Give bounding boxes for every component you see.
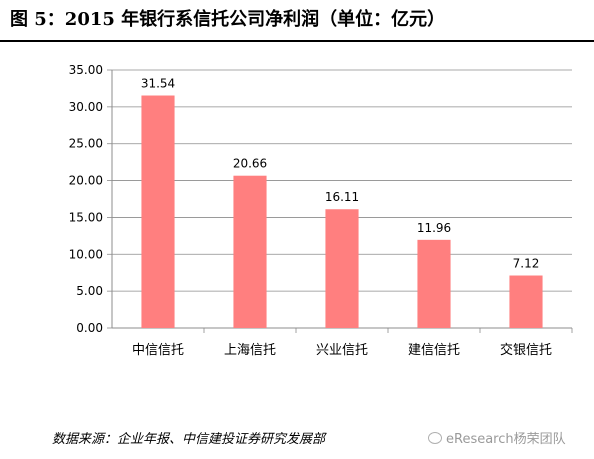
title-divider: [0, 40, 594, 42]
y-tick-label: 25.00: [69, 137, 103, 151]
y-tick-label: 35.00: [69, 63, 103, 77]
data-label: 31.54: [141, 77, 175, 91]
bar-3: [325, 209, 359, 328]
chart-canvas: 0.00 5.00 10.00 15.00 20.00 25.00 30.00 35.00 31…: [69, 63, 573, 358]
y-tick-label: 20.00: [69, 174, 103, 188]
x-tick-label: 建信信托: [408, 343, 460, 358]
data-label: 11.96: [417, 221, 451, 235]
bar-5: [509, 275, 543, 328]
y-tick-label: 30.00: [69, 100, 103, 114]
figure-title: 图 5：2015 年银行系信托公司净利润（单位：亿元）: [10, 9, 446, 30]
data-label: 7.12: [513, 257, 540, 271]
data-label: 20.66: [233, 157, 267, 171]
bar-1: [141, 95, 175, 328]
bar-chart: 0.00 5.00 10.00 15.00 20.00 25.00 30.00 35.00 31…: [0, 50, 594, 380]
x-tick-label: 上海信托: [224, 343, 276, 358]
watermark: eResearch杨荣团队: [428, 428, 566, 447]
y-tick-label: 10.00: [69, 247, 103, 261]
y-tick-label: 0.00: [76, 321, 103, 335]
wechat-icon: [428, 431, 442, 444]
y-tick-label: 15.00: [69, 210, 103, 224]
bar-4: [417, 239, 451, 328]
x-tick-label: 兴业信托: [316, 343, 368, 358]
bar-2: [233, 175, 267, 328]
data-label: 16.11: [325, 190, 359, 204]
x-tick-label: 交银信托: [500, 342, 552, 358]
x-tick-label: 中信信托: [132, 343, 184, 358]
watermark-text: eResearch杨荣团队: [446, 432, 566, 447]
data-source-note: 数据来源：企业年报、中信建投证券研究发展部: [52, 432, 326, 447]
y-tick-label: 5.00: [76, 284, 103, 298]
